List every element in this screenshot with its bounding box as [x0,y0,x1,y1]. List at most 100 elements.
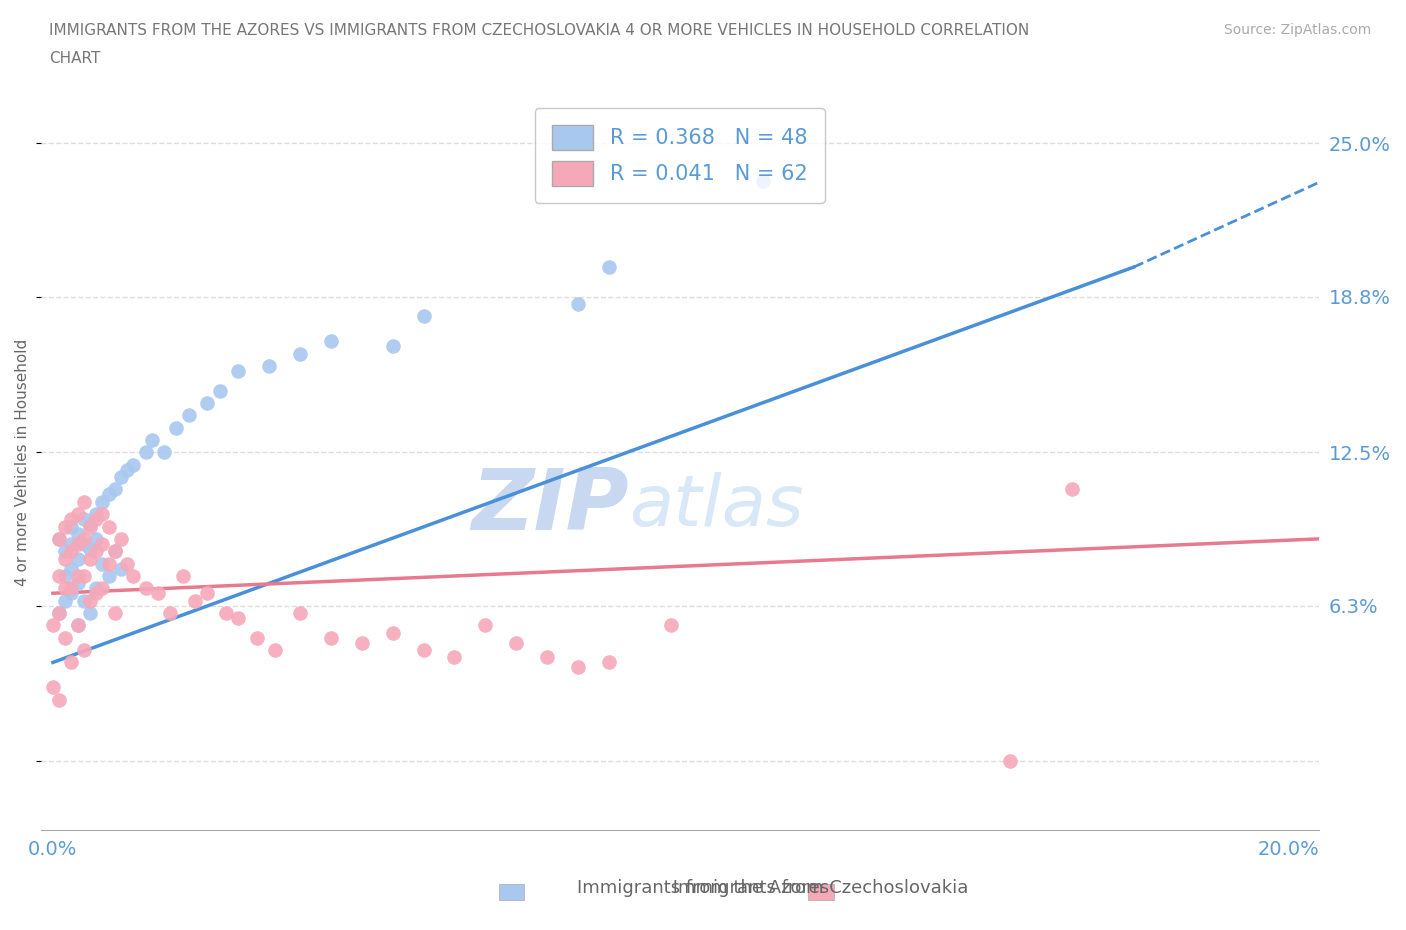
Point [60,537,83,551]
Point [135,445,157,459]
Point [195,586,218,601]
Point [110,531,132,546]
Point [412,309,434,324]
Point [48,692,70,707]
Point [159,605,181,620]
Point [104,482,127,497]
Text: ZIP: ZIP [471,465,628,548]
Point [319,334,342,349]
Point [84,544,107,559]
Point [659,618,682,632]
Point [53,544,76,559]
Point [66,568,89,583]
Point [104,544,127,559]
Point [91,581,114,596]
Point [60,519,83,534]
Point [42,680,65,695]
Point [91,507,114,522]
Point [104,544,127,559]
Point [66,507,89,522]
Point [97,487,120,502]
Point [53,519,76,534]
Point [172,568,194,583]
Point [598,259,620,274]
Point [97,568,120,583]
Text: Source: ZipAtlas.com: Source: ZipAtlas.com [1223,23,1371,37]
Point [146,586,169,601]
Point [474,618,496,632]
Point [53,551,76,566]
Point [48,531,70,546]
Point [79,519,101,534]
Point [48,568,70,583]
Point [215,605,238,620]
Point [84,531,107,546]
Point [208,383,231,398]
Text: Immigrants from the Azores: Immigrants from the Azores [576,879,830,897]
Point [177,408,200,423]
Point [73,531,96,546]
Point [165,420,187,435]
Point [288,346,311,361]
Point [73,593,96,608]
Point [53,631,76,645]
Point [184,593,207,608]
Point [79,593,101,608]
Point [73,495,96,510]
Point [97,556,120,571]
Point [91,495,114,510]
Point [73,643,96,658]
Legend: R = 0.368   N = 48, R = 0.041   N = 62: R = 0.368 N = 48, R = 0.041 N = 62 [536,108,824,203]
Point [53,568,76,583]
Point [60,655,83,670]
Point [264,643,287,658]
Point [84,581,107,596]
Point [48,531,70,546]
Point [104,605,127,620]
Point [79,605,101,620]
Point [381,339,404,353]
Point [66,618,89,632]
Point [97,519,120,534]
Point [79,541,101,556]
Point [153,445,176,459]
Point [66,551,89,566]
Point [66,526,89,541]
Point [91,537,114,551]
Point [1000,754,1022,769]
Point [84,586,107,601]
Point [195,395,218,410]
Point [1062,482,1084,497]
Point [135,581,157,596]
Point [288,605,311,620]
Point [350,635,373,650]
Point [567,297,589,312]
Point [752,173,775,188]
Point [66,537,89,551]
Point [73,568,96,583]
Point [598,655,620,670]
Point [42,618,65,632]
Y-axis label: 4 or more Vehicles in Household: 4 or more Vehicles in Household [15,339,30,586]
Point [79,516,101,531]
Point [66,576,89,591]
Point [110,561,132,576]
Point [110,470,132,485]
Text: CHART: CHART [49,51,101,66]
Point [122,568,145,583]
Point [84,512,107,526]
Point [60,544,83,559]
Point [122,458,145,472]
Point [53,581,76,596]
Point [66,618,89,632]
Point [73,512,96,526]
Point [257,358,280,373]
Point [226,610,249,625]
Point [79,551,101,566]
Point [536,650,558,665]
Text: Immigrants from Czechoslovakia: Immigrants from Czechoslovakia [437,879,969,897]
Point [60,561,83,576]
Text: IMMIGRANTS FROM THE AZORES VS IMMIGRANTS FROM CZECHOSLOVAKIA 4 OR MORE VEHICLES : IMMIGRANTS FROM THE AZORES VS IMMIGRANTS… [49,23,1029,38]
Point [412,643,434,658]
Point [53,593,76,608]
